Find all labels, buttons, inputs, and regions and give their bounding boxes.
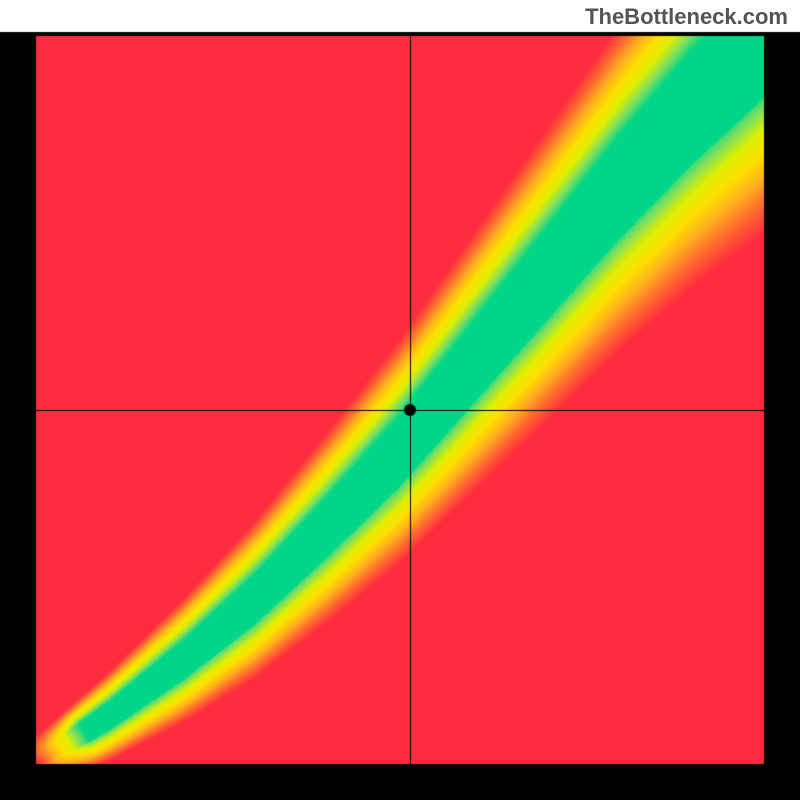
watermark-text: TheBottleneck.com [585, 4, 788, 30]
chart-container: TheBottleneck.com [0, 0, 800, 800]
bottleneck-heatmap [0, 0, 800, 800]
